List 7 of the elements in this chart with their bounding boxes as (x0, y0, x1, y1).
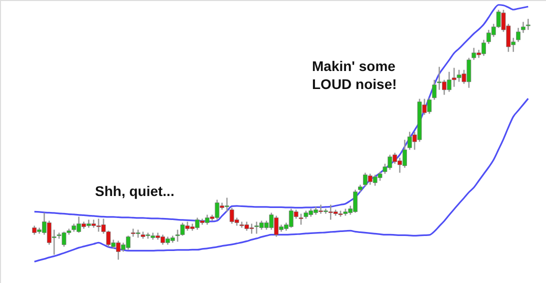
candlestick (298, 213, 304, 226)
annotation: Makin' some LOUD noise! (312, 58, 397, 92)
candlestick (526, 18, 530, 31)
candlestick (521, 21, 526, 34)
candlestick (432, 79, 437, 100)
annotation: Shh, quiet... (95, 183, 174, 199)
candlestick (516, 27, 520, 42)
